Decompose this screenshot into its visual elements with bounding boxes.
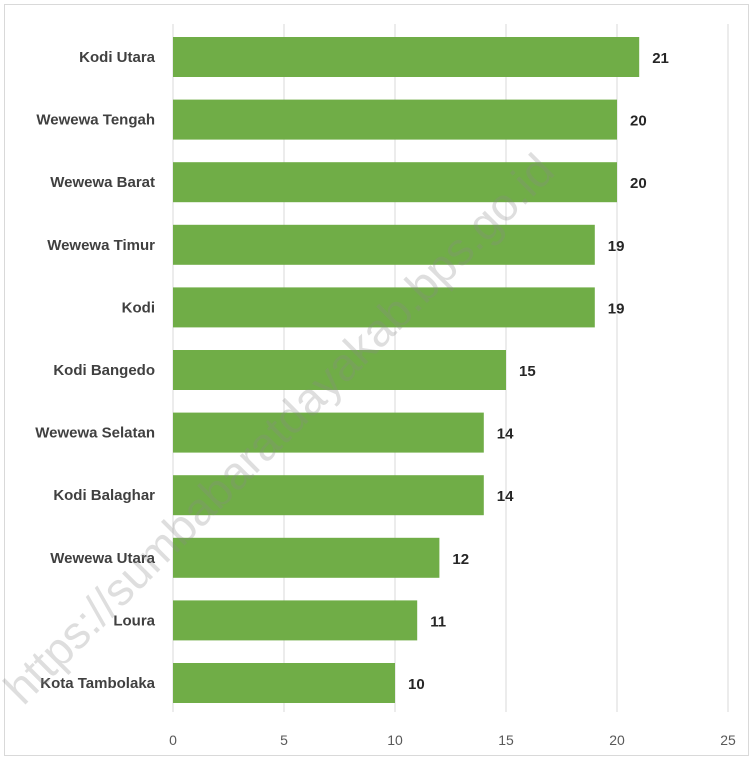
x-tick-label: 20	[609, 732, 625, 748]
bar	[173, 162, 617, 203]
category-label: Kodi Utara	[79, 49, 156, 66]
bars	[173, 37, 640, 703]
x-tick-label: 15	[498, 732, 514, 748]
data-label: 12	[452, 551, 469, 568]
data-label: 14	[497, 426, 514, 443]
data-label: 20	[630, 175, 647, 192]
data-label: 19	[608, 238, 625, 255]
category-label: Wewewa Utara	[50, 550, 155, 567]
category-label: Kota Tambolaka	[40, 675, 155, 692]
x-tick-label: 5	[280, 732, 288, 748]
bar	[173, 475, 484, 516]
category-label: Wewewa Tengah	[36, 112, 155, 129]
bar	[173, 287, 595, 328]
data-label: 14	[497, 488, 514, 505]
category-label: Wewewa Timur	[47, 237, 155, 254]
x-axis-ticks: 0 5 10 15 20 25	[169, 732, 736, 748]
data-label: 19	[608, 300, 625, 317]
data-label: 15	[519, 363, 536, 380]
bar	[173, 537, 440, 578]
bar	[173, 663, 395, 703]
bar	[173, 37, 640, 77]
x-tick-label: 0	[169, 732, 177, 748]
category-label: Kodi Balaghar	[53, 487, 155, 504]
data-label: 10	[408, 676, 425, 693]
bar	[173, 224, 595, 265]
bar	[173, 600, 418, 641]
bar	[173, 412, 484, 453]
bar	[173, 350, 506, 390]
category-label: Wewewa Selatan	[35, 425, 155, 442]
data-label: 21	[652, 50, 669, 67]
data-labels: 21 20 20 19 19 15 14 14 12 11 10	[408, 50, 669, 693]
category-label: Kodi	[122, 299, 155, 316]
data-label: 11	[430, 613, 446, 630]
x-tick-label: 25	[720, 732, 736, 748]
category-label: Kodi Bangedo	[53, 362, 155, 379]
category-labels: Kodi Utara Wewewa Tengah Wewewa Barat Wewew…	[35, 49, 155, 692]
category-label: Wewewa Barat	[50, 174, 155, 191]
data-label: 20	[630, 113, 647, 130]
x-tick-label: 10	[387, 732, 403, 748]
bar	[173, 99, 617, 140]
category-label: Loura	[113, 612, 155, 629]
